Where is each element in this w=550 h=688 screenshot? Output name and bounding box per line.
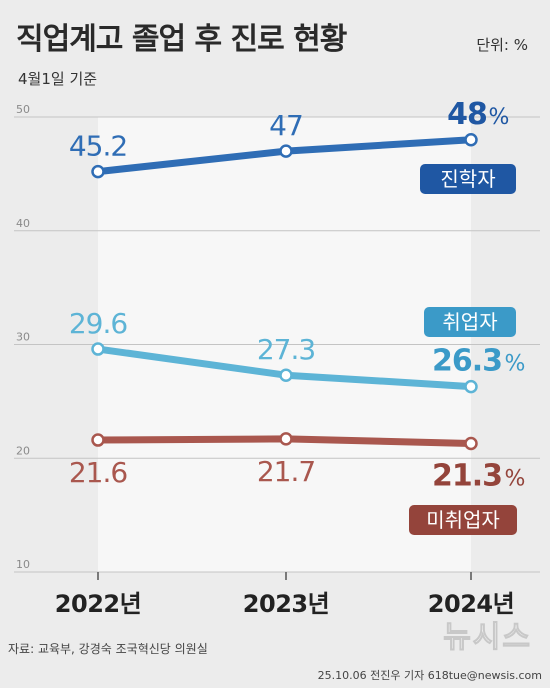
data-label: 29.6 xyxy=(69,307,128,340)
percent-label: % xyxy=(505,352,526,377)
series-label: 취업자 xyxy=(442,310,497,334)
data-point xyxy=(464,436,478,451)
data-point xyxy=(91,342,105,356)
data-label: 26.3 xyxy=(432,344,502,379)
credit-note: 25.10.06 전진우 기자 618tue@newsis.com xyxy=(317,669,542,682)
data-point xyxy=(279,144,293,158)
data-label: 45.2 xyxy=(69,130,127,163)
x-tick-label: 2023년 xyxy=(243,590,329,618)
data-point xyxy=(91,433,105,447)
chart-subtitle: 4월1일 기준 xyxy=(18,70,98,88)
data-label: 21.3 xyxy=(432,458,502,493)
newsis-logo: 뉴시스 xyxy=(443,620,532,656)
series-label-box xyxy=(409,505,517,535)
chart-title: 직업계고 졸업 후 진로 현황 xyxy=(16,22,347,57)
series-label: 미취업자 xyxy=(426,508,500,532)
unit-label: 단위: % xyxy=(476,36,528,54)
percent-label: % xyxy=(489,105,510,130)
x-tick-label: 2024년 xyxy=(428,590,514,618)
y-tick-label: 10 xyxy=(16,558,30,571)
series-label-box xyxy=(420,164,516,194)
data-label: 27.3 xyxy=(257,333,315,366)
data-point xyxy=(464,379,478,394)
data-label: 47 xyxy=(269,109,303,142)
y-tick-label: 20 xyxy=(16,444,30,457)
y-tick-label: 30 xyxy=(16,331,30,344)
percent-label: % xyxy=(505,466,526,491)
data-point xyxy=(279,368,293,382)
series-label-box xyxy=(424,307,516,337)
data-point xyxy=(464,133,478,147)
data-label: 48 xyxy=(447,97,487,132)
x-tick-label: 2022년 xyxy=(55,590,141,618)
series-label: 진학자 xyxy=(440,167,495,191)
source-note: 자료: 교육부, 강경숙 조국혁신당 의원실 xyxy=(8,642,208,656)
data-label: 21.6 xyxy=(69,456,128,489)
y-tick-label: 50 xyxy=(16,103,30,116)
data-point xyxy=(279,432,293,446)
y-tick-label: 40 xyxy=(16,217,30,230)
data-point xyxy=(91,164,105,179)
data-label: 21.7 xyxy=(257,455,315,488)
